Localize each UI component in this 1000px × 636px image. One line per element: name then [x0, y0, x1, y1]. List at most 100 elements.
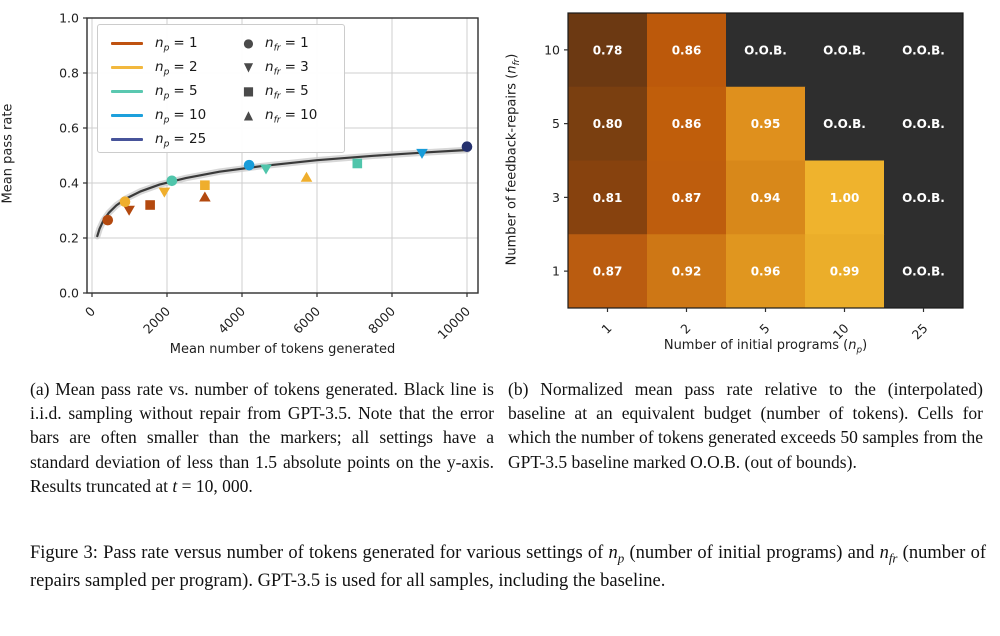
scatter-point [461, 141, 473, 152]
tick-label-x: 2000 [140, 303, 173, 336]
legend-nfr-column: ● nfr = 1 ▼ nfr = 3 ■ nfr = 5 ▲ nfr = 10 [241, 31, 318, 152]
math-subscript: p [856, 345, 863, 356]
heatmap-cell-value: O.O.B. [902, 43, 945, 57]
scatter-point [119, 196, 131, 207]
tick-label-x: 8000 [365, 303, 398, 336]
heatmap-cell-oob [884, 13, 964, 88]
figure-caption: Figure 3: Pass rate versus number of tok… [30, 540, 986, 595]
math-italic: n [504, 65, 520, 74]
heatmap-cell-oob [884, 86, 964, 161]
heatmap-cell [805, 234, 885, 309]
scatter-point [300, 171, 313, 182]
heatmap-cell-oob [805, 13, 885, 88]
scatter-point [166, 175, 178, 187]
legend-marker-triangle-up: ▲ [243, 108, 254, 122]
heatmap-cell [568, 160, 648, 235]
heatmap-cell-value: 0.86 [672, 117, 702, 131]
tick-label-row: 1 [552, 264, 560, 279]
heatmap-xlabel: Number of initial programs (np) [568, 338, 963, 356]
scatter-plot: 0 2000 4000 6000 8000 10000 0.0 0.2 0.4 0.6 0.8 1.0 [59, 11, 479, 342]
legend-line-swatch [111, 41, 143, 45]
legend-line-swatch [111, 89, 143, 93]
tick-label-y: 1.0 [59, 11, 79, 26]
heatmap-cell-value: 0.95 [751, 117, 781, 131]
text-run: (number of repairs sampled per program).… [30, 543, 986, 591]
heatmap-ylabel: Number of feedback-repairs (nfr) [504, 20, 523, 300]
scatter-point [102, 214, 114, 226]
legend-marker-circle: ● [243, 36, 254, 50]
heatmap-cell [647, 86, 727, 161]
text-run: = 10, 000. [177, 475, 253, 496]
heatmap-cell-oob [726, 13, 806, 88]
tick-label-y: 0.8 [59, 66, 79, 81]
legend-label: nfr = 5 [265, 83, 309, 102]
tick-label-col: 2 [677, 321, 693, 337]
text-run: Number of feedback-repairs ( [504, 73, 520, 266]
scatter-point [199, 191, 211, 202]
heatmap-cell-value: 0.92 [672, 265, 702, 279]
legend-item-nfr: ● nfr = 1 [241, 31, 317, 55]
scatter-point [416, 148, 428, 159]
math-italic: n [879, 543, 889, 563]
caption-b: (b) Normalized mean pass rate relative t… [508, 377, 983, 474]
text-run: ) [862, 338, 868, 353]
tick-label-y: 0.4 [59, 176, 79, 191]
heatmap-cell [647, 13, 727, 88]
legend-item-np: np = 25 [111, 127, 241, 151]
text-run: (b) Normalized mean pass rate relative t… [508, 379, 983, 472]
legend-label: np = 5 [155, 83, 198, 102]
heatmap-cell [726, 160, 806, 235]
legend-np-column: np = 1 np = 2 np = 5 np = 10 np = 25 [111, 31, 241, 152]
plot-frame [86, 17, 479, 294]
heatmap-cell [805, 160, 885, 235]
heatmap-cell-value: O.O.B. [744, 43, 787, 57]
scatter-point [352, 158, 363, 169]
math-italic: t [172, 475, 178, 496]
heatmap-cell-value: 0.78 [593, 43, 623, 57]
heatmap-cell-value: 0.80 [593, 117, 623, 131]
tick-label-y: 0.0 [59, 286, 79, 301]
legend-item-nfr: ■ nfr = 5 [241, 79, 317, 103]
heatmap-cell [568, 86, 648, 161]
heatmap-cell-value: O.O.B. [823, 117, 866, 131]
scatter-point [200, 180, 210, 190]
heatmap-panel: 0.78 0.86 O.O.B. O.O.B. O.O.B. 0.80 0.86 0.95 O.… [500, 0, 1000, 372]
legend-item-nfr: ▼ nfr = 3 [241, 55, 317, 79]
heatmap-cell-oob [884, 160, 964, 235]
heatmap-cell [568, 13, 648, 88]
legend-item-np: np = 10 [111, 103, 241, 127]
legend-label: np = 10 [155, 107, 207, 126]
heatmap-cell-value: O.O.B. [902, 265, 945, 279]
math-italic: n [848, 338, 857, 353]
scatter-panel: 0 2000 4000 6000 8000 10000 0.0 0.2 0.4 0.6 0.8 1.0… [0, 0, 500, 372]
math-subscript: fr [512, 58, 523, 66]
heatmap-cell-oob [884, 234, 964, 309]
heatmap-cell-value: 0.87 [593, 265, 623, 279]
scatter-legend: np = 1 np = 2 np = 5 np = 10 np = 25 ● nfr = 1 ▼ nfr =… [97, 24, 345, 153]
heatmap-cell-value: 0.81 [593, 191, 623, 205]
heatmap-cell-value: 0.96 [751, 265, 781, 279]
heatmap-cell-value: 0.94 [751, 191, 781, 205]
heatmap-cell-value: 0.87 [672, 191, 702, 205]
tick-label-row: 5 [552, 116, 560, 131]
legend-marker-square: ■ [242, 84, 255, 98]
legend-marker-triangle-down: ▼ [243, 60, 254, 74]
tick-label-y: 0.2 [59, 231, 79, 246]
tick-label-col: 1 [598, 321, 614, 337]
scatter-ylabel: Mean pass rate [0, 103, 16, 204]
text-run: (number of initial programs) and [624, 543, 880, 563]
text-run: (a) Mean pass rate vs. number of tokens … [30, 379, 494, 496]
heatmap-cell [726, 234, 806, 309]
scatter-point [260, 164, 272, 175]
heatmap-cell-value: O.O.B. [902, 117, 945, 131]
tick-label-x: 4000 [215, 303, 248, 336]
heatmap-cell [568, 234, 648, 309]
math-subscript: fr [888, 550, 898, 566]
legend-label: nfr = 10 [265, 107, 318, 126]
legend-line-swatch [111, 137, 143, 141]
legend-label: nfr = 1 [265, 35, 309, 54]
tick-label-x: 0 [82, 303, 98, 319]
math-subscript: p [617, 550, 625, 566]
scatter-xlabel: Mean number of tokens generated [169, 342, 396, 357]
